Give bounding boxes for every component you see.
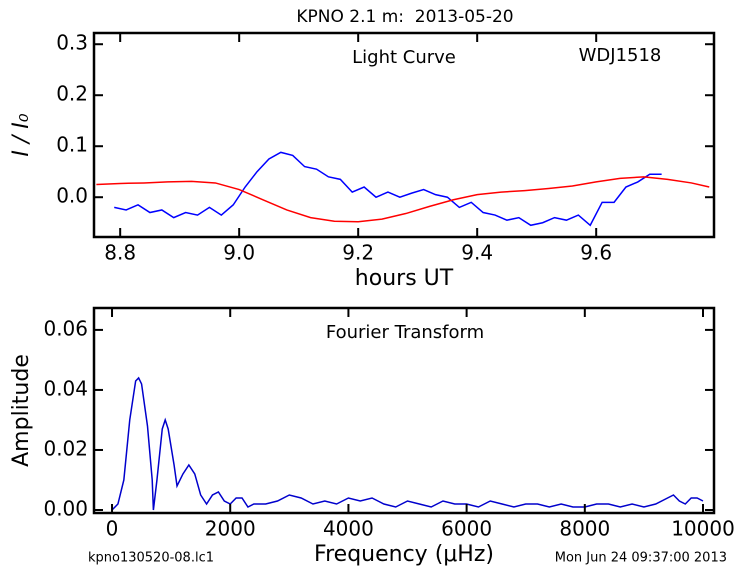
x-axis-label: hours UT xyxy=(355,266,454,291)
y-tick-label: 0.3 xyxy=(56,31,88,55)
y-tick-label: 0.0 xyxy=(56,184,88,208)
axes-frame xyxy=(92,31,716,239)
x-tick-label: 9.0 xyxy=(223,241,255,265)
x-tick-label: 0 xyxy=(106,517,119,541)
x-tick-label: 6000 xyxy=(441,517,492,541)
y-tick-label: 0.06 xyxy=(43,316,88,340)
y-tick-label: 0.04 xyxy=(43,376,88,400)
x-tick-label: 8.8 xyxy=(104,241,136,265)
y-axis-label: Amplitude xyxy=(9,354,34,467)
y-axis-label: I / I₀ xyxy=(9,113,34,156)
axes-frame xyxy=(92,306,716,515)
figure-title: KPNO 2.1 m: 2013-05-20 xyxy=(296,7,513,27)
data-line xyxy=(96,176,710,223)
x-tick-label: 2000 xyxy=(205,517,256,541)
x-tick-label: 4000 xyxy=(323,517,374,541)
x-tick-label: 9.2 xyxy=(342,241,374,265)
x-tick-label: 9.4 xyxy=(461,241,493,265)
panel-title: Light Curve xyxy=(352,47,456,68)
annotation: WDJ1518 xyxy=(579,45,662,66)
x-axis-label: Frequency (μHz) xyxy=(314,542,494,567)
data-line xyxy=(111,376,704,511)
x-tick-label: 8000 xyxy=(559,517,610,541)
y-tick-label: 0.02 xyxy=(43,436,88,460)
footer-left: kpno130520-08.lc1 xyxy=(88,551,214,566)
y-tick-label: 0.00 xyxy=(43,496,88,520)
y-tick-label: 0.1 xyxy=(56,133,88,157)
data-line xyxy=(114,151,662,227)
panel-title: Fourier Transform xyxy=(326,322,484,343)
x-tick-label: 10000 xyxy=(671,517,735,541)
x-tick-label: 9.6 xyxy=(580,241,612,265)
y-tick-label: 0.2 xyxy=(56,82,88,106)
footer-right: Mon Jun 24 09:37:00 2013 xyxy=(555,551,727,566)
